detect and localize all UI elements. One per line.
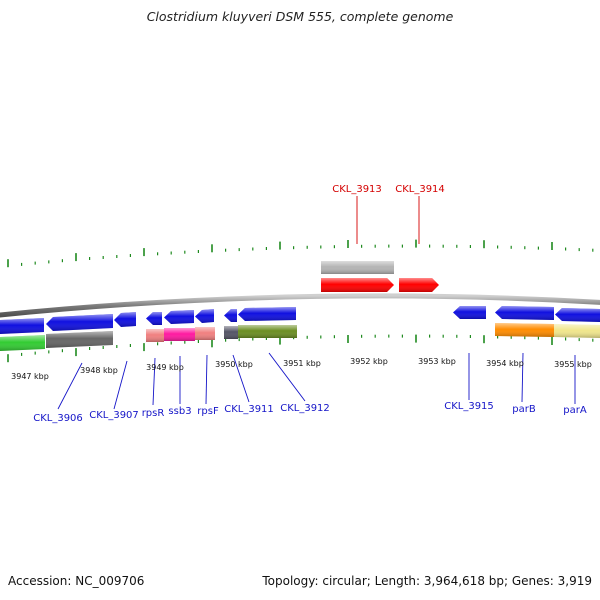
topology-label: Topology: circular; Length: 3,964,618 bp… bbox=[262, 574, 592, 588]
scale-label: 3948 kbp bbox=[80, 366, 118, 375]
reverse-strand-blocks bbox=[0, 323, 600, 351]
scale-labels: 3947 kbp 3948 kbp 3949 kbp 3950 kbp 3951… bbox=[11, 357, 592, 381]
gene-label-ckl-3911[interactable]: CKL_3911 bbox=[224, 404, 274, 415]
gene-label-para[interactable]: parA bbox=[563, 405, 587, 416]
forward-strand-features bbox=[321, 261, 439, 292]
scale-label: 3950 kbp bbox=[215, 360, 253, 369]
label-leader-lines bbox=[57, 352, 576, 410]
scale-label: 3953 kbp bbox=[418, 357, 456, 366]
accession-label: Accession: NC_009706 bbox=[8, 574, 145, 588]
gene-label-ckl-3907[interactable]: CKL_3907 bbox=[89, 410, 139, 421]
scale-label: 3955 kbp bbox=[554, 360, 592, 369]
gene-labels: CKL_3906 CKL_3907 rpsR ssb3 rpsF CKL_391… bbox=[33, 401, 587, 424]
lower-scale-ticks bbox=[7, 334, 594, 363]
gene-label-ckl-3906[interactable]: CKL_3906 bbox=[33, 413, 83, 424]
highlight-leader-lines bbox=[356, 196, 420, 244]
gene-label-ssb3[interactable]: ssb3 bbox=[168, 406, 191, 417]
highlight-label-ckl-3914[interactable]: CKL_3914 bbox=[395, 184, 445, 195]
scale-label: 3949 kbp bbox=[146, 363, 184, 372]
map-title: Clostridium kluyveri DSM 555, complete g… bbox=[146, 9, 454, 24]
gene-label-parb[interactable]: parB bbox=[512, 404, 536, 415]
scale-label: 3951 kbp bbox=[283, 359, 321, 368]
genome-backbone bbox=[0, 293, 600, 318]
gene-label-rpsf[interactable]: rpsF bbox=[197, 406, 219, 417]
gene-label-ckl-3915[interactable]: CKL_3915 bbox=[444, 401, 494, 412]
upper-scale-ticks bbox=[7, 239, 594, 268]
scale-label: 3947 kbp bbox=[11, 372, 49, 381]
scale-label: 3952 kbp bbox=[350, 357, 388, 366]
reverse-strand-genes bbox=[0, 306, 600, 334]
scale-label: 3954 kbp bbox=[486, 359, 524, 368]
gene-label-ckl-3912[interactable]: CKL_3912 bbox=[280, 403, 330, 414]
highlight-label-ckl-3913[interactable]: CKL_3913 bbox=[332, 184, 382, 195]
gene-label-rpsr[interactable]: rpsR bbox=[142, 408, 165, 419]
highlight-labels: CKL_3913 CKL_3914 bbox=[332, 184, 445, 195]
